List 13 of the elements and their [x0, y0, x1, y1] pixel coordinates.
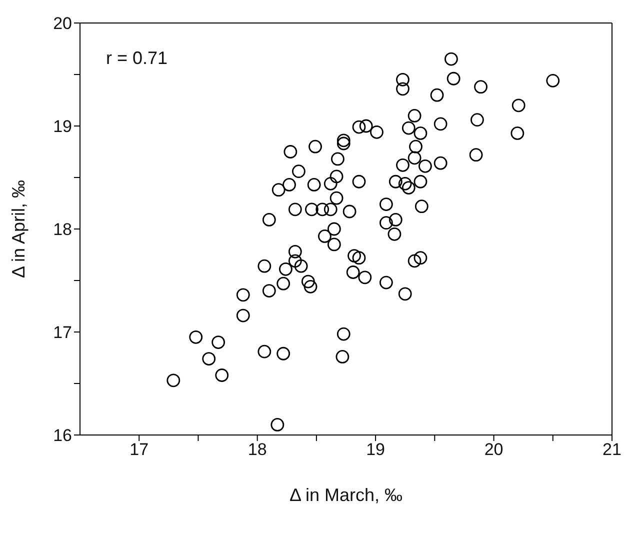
x-tick-label: 17 [130, 440, 149, 460]
y-axis-title: Δ in April, ‰ [8, 180, 28, 278]
x-tick-label: 20 [484, 440, 504, 460]
y-tick-label: 18 [53, 220, 72, 240]
x-tick-label: 21 [602, 440, 622, 460]
y-tick-label: 16 [53, 426, 72, 446]
x-tick-label: 19 [366, 440, 386, 460]
x-axis-title: Δ in March, ‰ [289, 485, 403, 505]
x-tick-label: 18 [248, 440, 267, 460]
y-tick-label: 19 [53, 117, 72, 136]
y-tick-label: 17 [53, 323, 72, 342]
annotation: r = 0.71 [106, 48, 168, 69]
y-tick-label: 20 [53, 14, 72, 34]
